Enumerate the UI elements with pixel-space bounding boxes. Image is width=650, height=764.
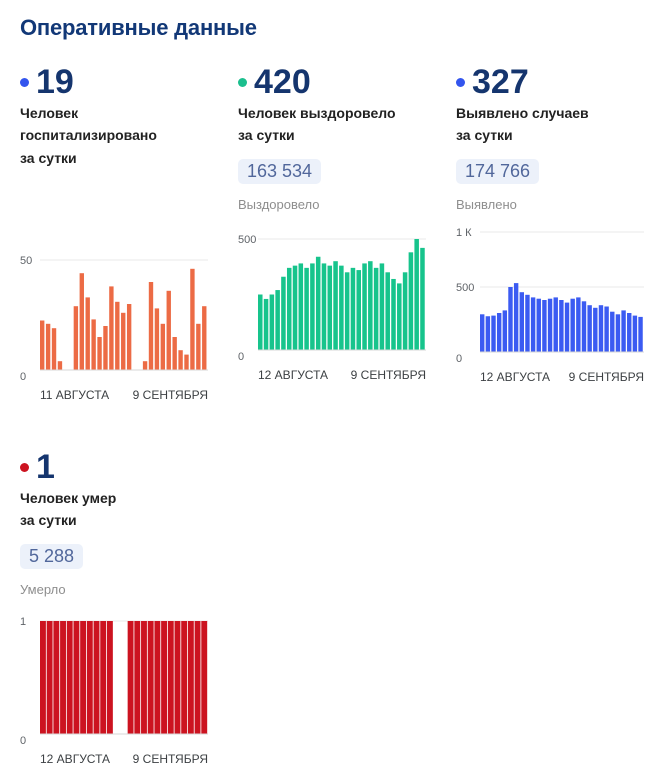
svg-text:11 АВГУСТА: 11 АВГУСТА	[40, 388, 109, 402]
svg-text:12 АВГУСТА: 12 АВГУСТА	[258, 368, 328, 382]
svg-text:12 АВГУСТА: 12 АВГУСТА	[480, 370, 550, 384]
svg-text:0: 0	[20, 735, 26, 747]
svg-text:0: 0	[20, 371, 26, 383]
svg-text:0: 0	[456, 353, 462, 365]
svg-text:9 СЕНТЯБРЯ: 9 СЕНТЯБРЯ	[133, 388, 208, 402]
svg-text:500: 500	[456, 282, 474, 294]
svg-text:9 СЕНТЯБРЯ: 9 СЕНТЯБРЯ	[569, 370, 644, 384]
svg-text:500: 500	[238, 234, 256, 246]
svg-text:9 СЕНТЯБРЯ: 9 СЕНТЯБРЯ	[351, 368, 426, 382]
svg-text:1: 1	[20, 616, 26, 628]
svg-text:9 СЕНТЯБРЯ: 9 СЕНТЯБРЯ	[133, 752, 208, 764]
svg-text:0: 0	[238, 351, 244, 363]
svg-text:50: 50	[20, 255, 32, 267]
svg-text:12 АВГУСТА: 12 АВГУСТА	[40, 752, 110, 764]
svg-text:1 К: 1 К	[456, 227, 472, 239]
